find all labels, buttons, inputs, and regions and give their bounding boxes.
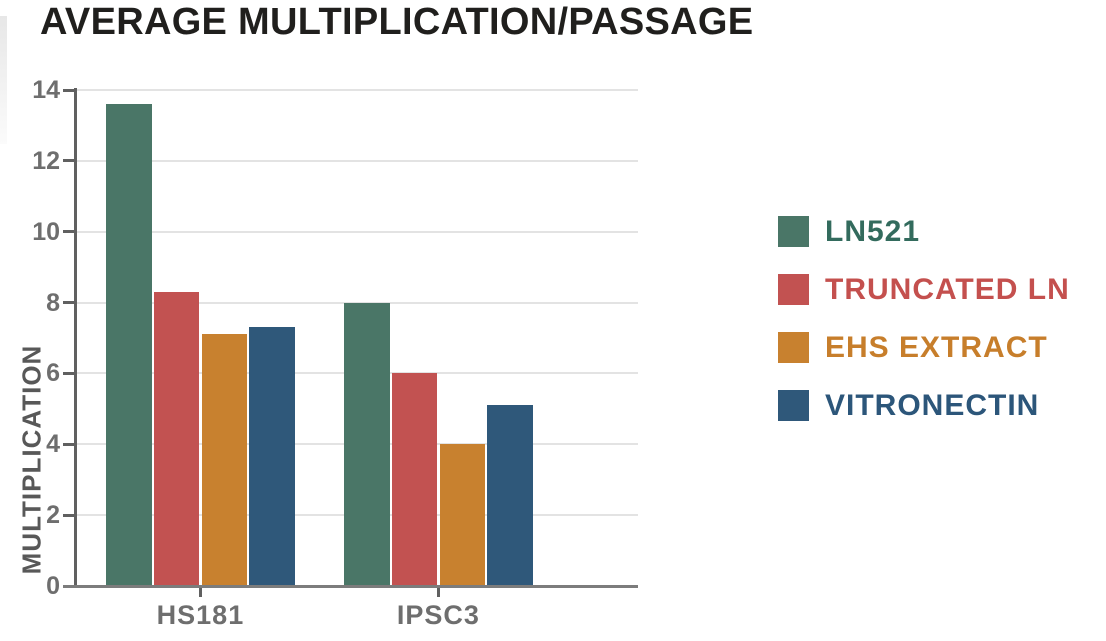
bar-ipsc3-truncated-ln	[391, 373, 438, 585]
x-tick	[436, 588, 440, 597]
y-tick-label: 2	[46, 501, 60, 530]
legend-label: VITRONECTIN	[825, 388, 1040, 422]
category-label-ipsc3: IPSC3	[396, 600, 480, 630]
gridline	[76, 89, 638, 91]
y-tick-label: 12	[32, 146, 60, 175]
y-tick	[63, 88, 76, 92]
gridline	[76, 230, 638, 233]
legend-item-ln521: LN521	[778, 214, 1070, 248]
y-tick	[63, 371, 76, 375]
y-tick-label: 8	[46, 288, 60, 317]
y-tick-label: 14	[32, 76, 60, 104]
gridline	[76, 159, 638, 162]
legend-swatch-ln521	[778, 216, 809, 247]
bar-ipsc3-ln521	[344, 302, 390, 585]
y-tick	[63, 301, 76, 305]
legend: LN521 TRUNCATED LN EHS EXTRACT VITRONECTIN	[778, 214, 1070, 448]
x-axis	[63, 585, 638, 588]
y-tick	[63, 159, 76, 163]
bar-hs181-vitronectin	[249, 327, 295, 585]
x-tick	[198, 588, 202, 597]
chart-title: AVERAGE MULTIPLICATION/PASSAGE	[40, 1, 754, 43]
category-label-hs181: HS181	[156, 600, 245, 630]
legend-item-ehs-extract: EHS EXTRACT	[778, 330, 1070, 364]
bar-ipsc3-vitronectin	[487, 405, 533, 585]
bar-hs181-ehs-extract	[201, 334, 248, 585]
left-edge-artifact	[0, 16, 7, 144]
legend-label: TRUNCATED LN	[825, 272, 1070, 306]
legend-swatch-ehs-extract	[778, 332, 809, 363]
legend-label: EHS EXTRACT	[825, 330, 1048, 364]
bar-hs181-ln521	[106, 104, 152, 585]
legend-swatch-vitronectin	[778, 390, 809, 421]
bar-ipsc3-ehs-extract	[439, 444, 486, 585]
legend-item-truncated-ln: TRUNCATED LN	[778, 272, 1070, 306]
y-tick-label: 6	[46, 359, 60, 388]
legend-swatch-truncated-ln	[778, 274, 809, 305]
y-tick	[63, 513, 76, 517]
legend-item-vitronectin: VITRONECTIN	[778, 388, 1070, 422]
y-tick	[63, 230, 76, 234]
y-tick-label: 0	[46, 572, 60, 600]
y-tick	[63, 442, 76, 446]
y-tick-label: 4	[46, 430, 60, 459]
bar-hs181-truncated-ln	[153, 291, 200, 585]
y-axis	[74, 88, 77, 586]
legend-label: LN521	[825, 214, 921, 248]
y-tick-label: 10	[32, 217, 60, 246]
